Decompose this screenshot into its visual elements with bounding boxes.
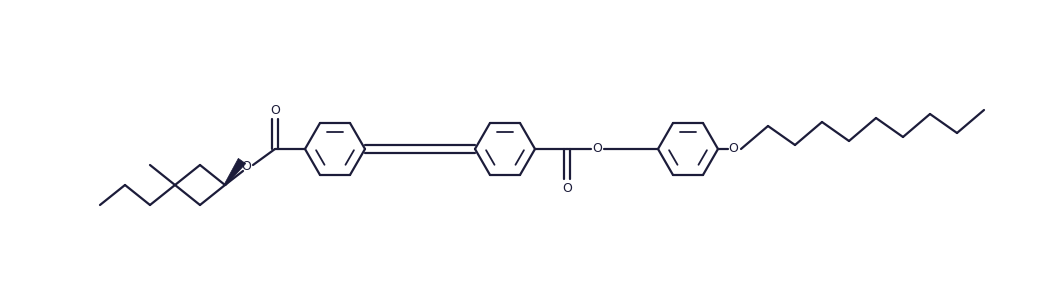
Text: O: O xyxy=(270,103,280,116)
Text: O: O xyxy=(562,181,572,195)
Text: O: O xyxy=(729,141,738,154)
Polygon shape xyxy=(224,158,246,185)
Text: O: O xyxy=(241,160,251,174)
Text: O: O xyxy=(592,141,601,154)
